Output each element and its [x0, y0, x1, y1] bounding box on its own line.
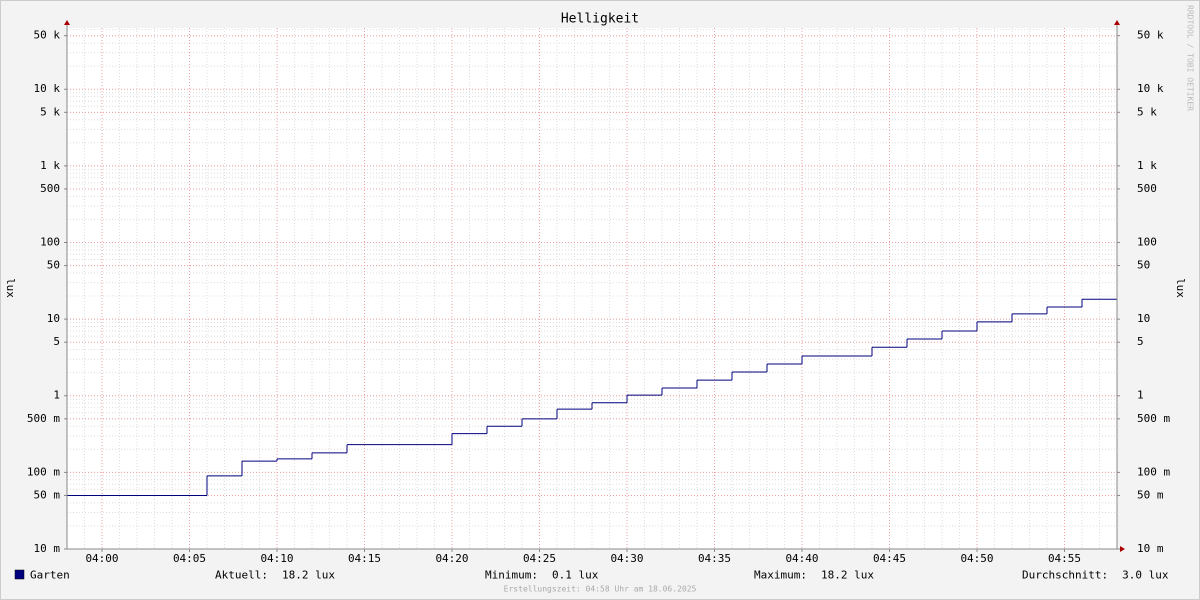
y-tick-label: 10 [1137, 312, 1150, 325]
x-tick-label: 04:35 [698, 552, 731, 565]
y-axis-label: lux [1174, 278, 1187, 298]
legend-label: Garten [30, 569, 70, 582]
legend-swatch [14, 569, 25, 580]
y-tick-label: 1 [1137, 389, 1144, 402]
y-tick-label: 100 m [1137, 465, 1170, 478]
y-tick-label: 500 [1137, 182, 1157, 195]
x-tick-label: 04:05 [173, 552, 206, 565]
y-tick-label: 1 [53, 389, 60, 402]
y-tick-label: 5 k [40, 105, 60, 118]
y-tick-label: 50 [47, 259, 60, 272]
x-tick-label: 04:55 [1048, 552, 1081, 565]
x-tick-label: 04:00 [85, 552, 118, 565]
stat-label: Durchschnitt: [1022, 569, 1108, 582]
y-tick-label: 5 k [1137, 105, 1157, 118]
axis-arrow [1120, 546, 1125, 552]
x-tick-label: 04:30 [610, 552, 643, 565]
y-axis-label: lux [4, 278, 17, 298]
stat-label: Maximum: [754, 569, 807, 582]
x-tick-label: 04:45 [873, 552, 906, 565]
y-tick-label: 50 m [1137, 488, 1164, 501]
y-tick-label: 50 k [1137, 29, 1164, 42]
x-tick-label: 04:40 [785, 552, 818, 565]
y-tick-label: 10 m [34, 542, 61, 555]
watermark: RRDTOOL / TOBI OETIKER [1186, 5, 1195, 111]
marks [67, 298, 1117, 496]
x-tick-label: 04:25 [523, 552, 556, 565]
axis-arrow [1114, 20, 1120, 25]
y-tick-label: 500 m [27, 412, 60, 425]
y-tick-label: 10 [47, 312, 60, 325]
y-tick-label: 500 m [1137, 412, 1170, 425]
x-tick-label: 04:20 [435, 552, 468, 565]
y-tick-label: 1 k [1137, 159, 1157, 172]
stat-value: 18.2 lux [282, 569, 335, 582]
x-tick-label: 04:15 [348, 552, 381, 565]
x-tick-label: 04:10 [260, 552, 293, 565]
grid [66, 28, 1118, 550]
y-tick-label: 10 k [34, 82, 61, 95]
footer: Erstellungszeit: 04:58 Uhr am 18.06.2025 [504, 585, 697, 594]
y-tick-label: 10 m [1137, 542, 1164, 555]
x-tick-label: 04:50 [960, 552, 993, 565]
y-tick-label: 5 [1137, 335, 1144, 348]
stat-value: 0.1 lux [552, 569, 599, 582]
y-tick-label: 5 [53, 335, 60, 348]
y-tick-label: 50 m [34, 488, 61, 501]
y-tick-label: 1 k [40, 159, 60, 172]
stat-value: 3.0 lux [1122, 569, 1169, 582]
y-tick-label: 100 [1137, 235, 1157, 248]
y-tick-label: 100 m [27, 465, 60, 478]
y-tick-label: 100 [40, 235, 60, 248]
y-tick-label: 10 k [1137, 82, 1164, 95]
chart-title: Helligkeit [561, 12, 639, 27]
stat-value: 18.2 lux [821, 569, 874, 582]
y-tick-label: 50 k [34, 29, 61, 42]
axis-arrow [64, 20, 70, 25]
stat-label: Aktuell: [215, 569, 268, 582]
y-tick-label: 50 [1137, 259, 1150, 272]
stat-label: Minimum: [485, 569, 538, 582]
y-tick-label: 500 [40, 182, 60, 195]
